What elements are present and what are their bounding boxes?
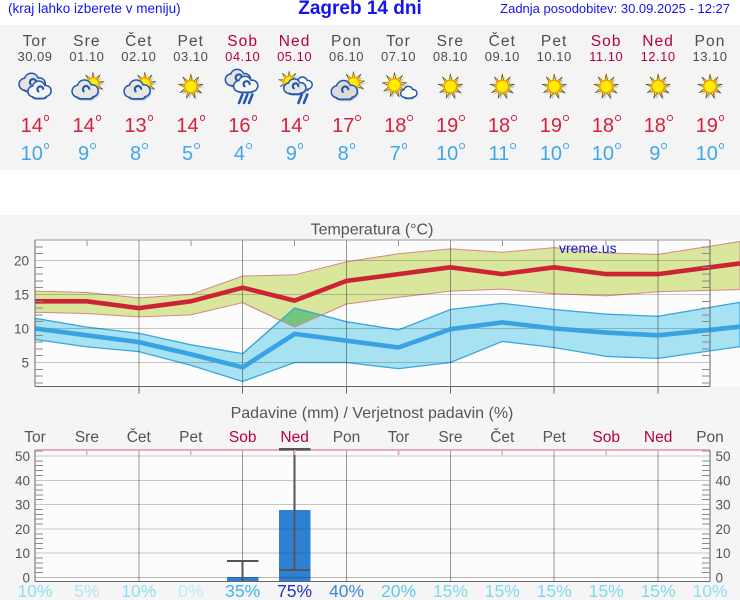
svg-text:5: 5 — [21, 356, 29, 371]
svg-text:15%: 15% — [433, 581, 468, 600]
svg-text:10: 10 — [14, 322, 29, 337]
svg-text:Sre: Sre — [75, 429, 99, 446]
svg-text:Pon: Pon — [333, 429, 361, 446]
svg-text:20: 20 — [15, 522, 30, 537]
svg-text:Tor: Tor — [24, 429, 46, 446]
svg-text:Čet: Čet — [127, 429, 152, 446]
svg-text:Čet: Čet — [490, 429, 515, 446]
svg-text:10%: 10% — [692, 581, 727, 600]
svg-text:Pon: Pon — [696, 429, 724, 446]
svg-text:40: 40 — [716, 473, 731, 488]
svg-text:Temperatura (°C): Temperatura (°C) — [311, 222, 434, 239]
svg-text:Padavine (mm) / Verjetnost pad: Padavine (mm) / Verjetnost padavin (%) — [231, 405, 514, 422]
svg-text:Pet: Pet — [543, 429, 567, 446]
svg-text:Sre: Sre — [438, 429, 462, 446]
svg-text:10%: 10% — [121, 581, 156, 600]
svg-text:10: 10 — [15, 546, 30, 561]
svg-text:Sob: Sob — [592, 429, 620, 446]
svg-text:15%: 15% — [641, 581, 676, 600]
svg-text:40: 40 — [15, 473, 30, 488]
svg-text:5%: 5% — [74, 581, 99, 600]
svg-text:Tor: Tor — [388, 429, 410, 446]
svg-text:50: 50 — [716, 449, 731, 464]
svg-text:Sob: Sob — [229, 429, 257, 446]
svg-text:15: 15 — [14, 288, 29, 303]
svg-text:0: 0 — [716, 571, 724, 586]
svg-text:20: 20 — [716, 522, 731, 537]
svg-text:15%: 15% — [485, 581, 520, 600]
svg-text:30: 30 — [15, 498, 30, 513]
svg-text:20: 20 — [14, 254, 29, 269]
svg-text:30: 30 — [716, 498, 731, 513]
svg-text:Ned: Ned — [280, 429, 308, 446]
svg-text:10: 10 — [716, 546, 731, 561]
svg-text:10%: 10% — [17, 581, 52, 600]
svg-text:15%: 15% — [537, 581, 572, 600]
svg-text:Ned: Ned — [644, 429, 672, 446]
svg-text:Pet: Pet — [179, 429, 203, 446]
svg-text:40%: 40% — [329, 581, 364, 600]
svg-text:15%: 15% — [589, 581, 624, 600]
svg-text:35%: 35% — [225, 581, 260, 600]
svg-text:0: 0 — [22, 571, 30, 586]
svg-text:50: 50 — [15, 449, 30, 464]
svg-text:0%: 0% — [178, 581, 203, 600]
svg-text:75%: 75% — [277, 581, 312, 600]
svg-text:vreme.us: vreme.us — [559, 240, 617, 256]
svg-text:20%: 20% — [381, 581, 416, 600]
